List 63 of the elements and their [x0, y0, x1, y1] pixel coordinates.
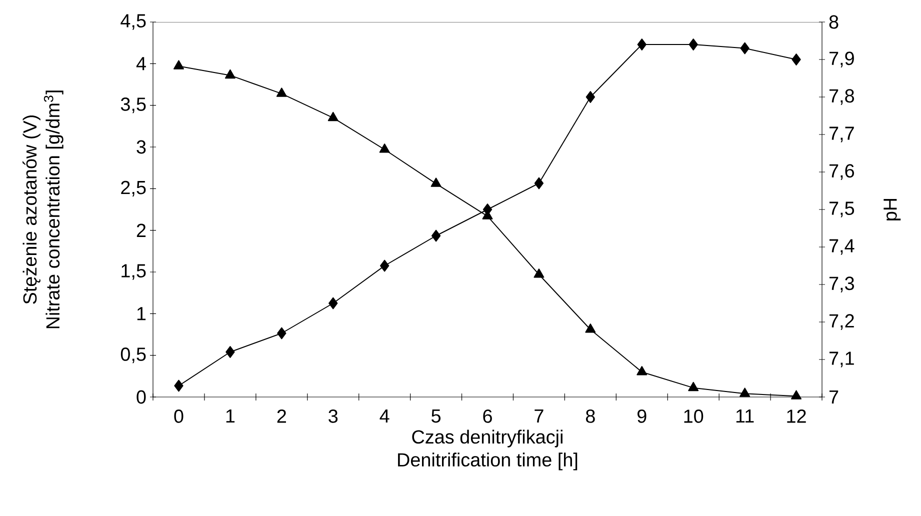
- x-tick-label: 2: [277, 409, 286, 423]
- point: [173, 60, 184, 70]
- x-tick-label: 12: [787, 409, 806, 423]
- y2-tick-label: 7,3: [829, 276, 854, 292]
- point: [688, 382, 699, 392]
- point: [226, 346, 235, 358]
- y-tick-label: 3,5: [120, 98, 146, 114]
- point: [277, 327, 286, 340]
- y2-tick-label: 7: [829, 390, 838, 404]
- x-tick-label: 6: [483, 409, 492, 423]
- text: Czas denitryfikacji: [412, 430, 562, 448]
- x-tick-label: 1: [226, 409, 235, 423]
- y-tick-label: 2: [136, 224, 146, 237]
- point: [740, 42, 750, 54]
- x-tick-label: 0: [174, 409, 184, 423]
- y2-tick-label: 7,9: [829, 52, 854, 68]
- x-tick-label: 5: [432, 409, 441, 423]
- point: [430, 178, 442, 187]
- point: [224, 69, 236, 79]
- point: [792, 54, 801, 66]
- x-tick-label: 8: [586, 409, 595, 423]
- point: [328, 112, 338, 122]
- point: [585, 324, 596, 333]
- text: Denitrification time [h]: [398, 452, 578, 470]
- point: [174, 380, 184, 392]
- y2-tick-label: 7,8: [829, 89, 854, 105]
- y-tick-label: 3: [136, 140, 146, 154]
- y2-tick-label: 7,5: [829, 202, 854, 218]
- y-tick-label: 2,5: [121, 180, 146, 196]
- point: [586, 91, 596, 103]
- point: [637, 38, 647, 50]
- point: [636, 366, 648, 376]
- y2-tick-label: 7,1: [829, 352, 854, 368]
- y-tick-label: 0: [136, 390, 146, 404]
- point: [791, 390, 802, 400]
- point: [431, 230, 441, 242]
- point: [688, 38, 698, 50]
- point: [380, 260, 390, 272]
- point: [534, 177, 544, 190]
- point: [276, 88, 287, 97]
- text: Nitrate concentration [g/dm$^{3}$]: [44, 90, 64, 328]
- x-tick-label: 3: [328, 409, 338, 423]
- y2-tick-label: 7,4: [829, 239, 854, 255]
- x-tick-label: 9: [638, 409, 646, 423]
- y2-axis-title: pH: [884, 198, 901, 220]
- x-tick-label: 11: [736, 409, 754, 423]
- y-tick-label: 1: [137, 307, 146, 320]
- y-tick-label: 1,5: [122, 264, 146, 280]
- text: Stężenie azotanów (V): [22, 115, 40, 304]
- y2-tick-label: 7,7: [829, 126, 854, 142]
- point: [328, 297, 338, 310]
- x-tick-label: 10: [684, 409, 704, 423]
- y2-tick-label: 7,6: [829, 164, 854, 180]
- x-tick-label: 4: [380, 409, 390, 423]
- point: [740, 388, 750, 397]
- y-tick-label: 4,5: [120, 14, 146, 30]
- y-tick-label: 0,5: [120, 348, 146, 364]
- y2-tick-label: 7,2: [829, 314, 854, 330]
- point: [534, 268, 544, 278]
- x-tick-label: 7: [534, 409, 544, 423]
- point: [379, 144, 390, 153]
- y-tick-label: 4: [136, 57, 146, 70]
- y2-tick-label: 8: [829, 15, 838, 29]
